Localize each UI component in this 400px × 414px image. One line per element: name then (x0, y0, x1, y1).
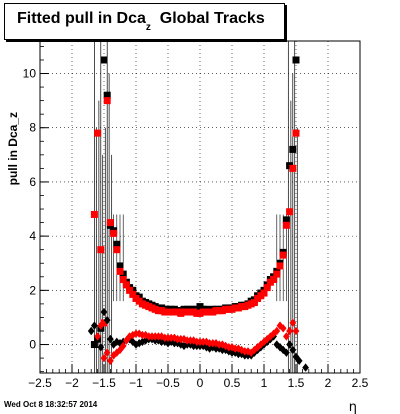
y-tick-label: 4 (29, 229, 36, 243)
marker-square (282, 221, 290, 229)
marker-square (119, 275, 127, 283)
x-tick-label: 0 (197, 376, 204, 390)
marker-square (292, 56, 300, 64)
chart-title: Fitted pull in Dcaz Global Tracks (17, 10, 265, 34)
x-tick-label: 2 (325, 376, 332, 390)
marker-diamond (283, 348, 290, 357)
data-points (87, 56, 309, 372)
x-tick-label: −2 (65, 376, 79, 390)
marker-diamond (100, 307, 108, 317)
y-tick-label: 10 (23, 67, 37, 81)
y-tick-label: 6 (29, 175, 36, 189)
marker-square (113, 240, 121, 248)
x-tick-label: −0.5 (156, 376, 180, 390)
marker-diamond (289, 318, 297, 328)
marker-square (116, 262, 124, 270)
marker-square (100, 319, 108, 327)
x-tick-label: 1.5 (288, 376, 305, 390)
y-axis-label: pull in Dca_z (6, 112, 20, 185)
marker-square (273, 270, 281, 278)
marker-diamond (129, 337, 137, 347)
marker-square (126, 286, 134, 294)
marker-square (289, 145, 297, 153)
y-tick-label: 2 (29, 283, 36, 297)
marker-diamond (273, 340, 281, 349)
marker-diamond (100, 353, 108, 363)
marker-square (260, 289, 268, 297)
marker-square (94, 129, 102, 137)
marker-square (129, 290, 137, 298)
marker-square (250, 299, 258, 307)
marker-diamond (257, 340, 265, 349)
marker-diamond (286, 340, 293, 349)
title-rest: Global Tracks (159, 10, 265, 27)
title-main: Fitted pull in Dca (17, 10, 146, 27)
marker-diamond (289, 345, 297, 355)
marker-diamond (97, 321, 105, 330)
marker-diamond (107, 356, 114, 366)
marker-square (100, 56, 108, 64)
marker-square (122, 281, 130, 289)
marker-diamond (302, 363, 309, 372)
marker-square (90, 341, 98, 349)
axes: −2.5 −2 −1.5 −1 −0.5 0 0.5 1 1.5 2 2.5 0 2 4 6 8 10 (23, 46, 369, 390)
y-tick-label: 0 (29, 338, 36, 352)
marker-diamond (279, 324, 287, 333)
marker-diamond (286, 326, 293, 336)
marker-square (97, 246, 105, 254)
marker-diamond (97, 343, 105, 352)
grid-lines (40, 41, 360, 373)
marker-square (106, 219, 114, 227)
x-tick-label: 1 (261, 376, 268, 390)
x-tick-label: −1.5 (92, 376, 116, 390)
marker-square (289, 164, 297, 172)
marker-diamond (251, 345, 258, 355)
x-tick-label: −2.5 (28, 376, 52, 390)
marker-square (276, 262, 284, 270)
marker-diamond (135, 329, 143, 338)
marker-square (110, 229, 118, 237)
title-box: Fitted pull in Dcaz Global Tracks (4, 3, 285, 40)
marker-square (292, 129, 300, 137)
marker-square (263, 284, 271, 292)
x-tick-label: 2.5 (352, 376, 369, 390)
marker-diamond (267, 332, 274, 341)
error-bars (94, 41, 298, 373)
marker-diamond (273, 326, 281, 336)
y-tick-label: 8 (29, 121, 36, 135)
marker-diamond (94, 332, 101, 341)
x-tick-label: −1 (129, 376, 143, 390)
marker-square (90, 210, 98, 218)
marker-square (116, 267, 124, 275)
marker-diamond (119, 341, 127, 351)
marker-square (282, 216, 290, 224)
marker-square (103, 91, 111, 99)
marker-diamond (103, 315, 111, 325)
marker-square (279, 251, 287, 259)
marker-diamond (91, 321, 98, 330)
marker-diamond (177, 340, 185, 349)
marker-diamond (87, 326, 95, 336)
marker-square (103, 97, 111, 105)
marker-diamond (283, 332, 290, 341)
plot-frame (39, 40, 361, 374)
timestamp: Wed Oct 8 18:32:57 2014 (4, 400, 98, 409)
marker-square (286, 208, 294, 216)
marker-square (113, 246, 121, 254)
marker-diamond (295, 356, 303, 366)
marker-diamond (292, 326, 300, 336)
title-subscript: z (145, 22, 151, 34)
marker-square (270, 275, 278, 283)
x-axis-label: η (349, 400, 357, 414)
marker-diamond (103, 348, 111, 357)
marker-diamond (107, 334, 114, 344)
x-tick-label: 0.5 (224, 376, 241, 390)
